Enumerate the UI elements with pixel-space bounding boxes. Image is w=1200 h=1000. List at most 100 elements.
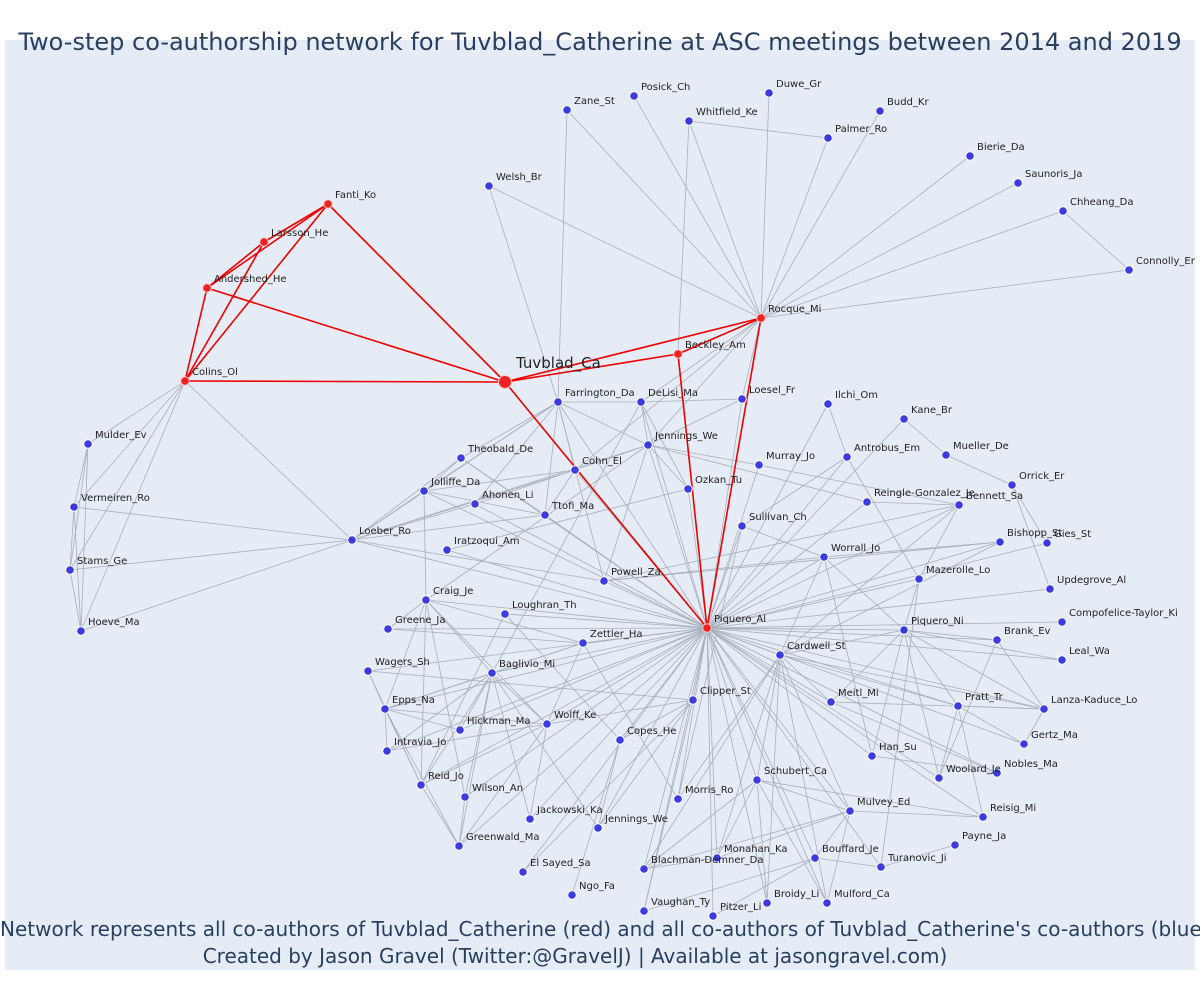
- second-step-node[interactable]: [737, 394, 747, 404]
- second-step-node[interactable]: [823, 133, 833, 143]
- second-step-node[interactable]: [454, 841, 464, 851]
- edge: [423, 490, 708, 629]
- second-step-node[interactable]: [383, 624, 393, 634]
- second-step-node[interactable]: [1057, 655, 1067, 665]
- second-step-node[interactable]: [950, 840, 960, 850]
- coauthor-node[interactable]: [702, 623, 712, 633]
- second-step-node[interactable]: [553, 397, 563, 407]
- second-step-node[interactable]: [862, 497, 872, 507]
- second-step-node[interactable]: [708, 911, 718, 921]
- second-step-node[interactable]: [540, 510, 550, 520]
- second-step-node[interactable]: [69, 502, 79, 512]
- second-step-node[interactable]: [992, 768, 1002, 778]
- second-step-node[interactable]: [83, 439, 93, 449]
- second-step-node[interactable]: [570, 465, 580, 475]
- second-step-node[interactable]: [599, 576, 609, 586]
- second-step-node[interactable]: [754, 460, 764, 470]
- second-step-node[interactable]: [995, 537, 1005, 547]
- second-step-node[interactable]: [810, 853, 820, 863]
- second-step-node[interactable]: [562, 105, 572, 115]
- second-step-node[interactable]: [76, 626, 86, 636]
- second-step-node[interactable]: [876, 862, 886, 872]
- second-step-node[interactable]: [542, 719, 552, 729]
- second-step-node[interactable]: [460, 792, 470, 802]
- second-step-node[interactable]: [1013, 178, 1023, 188]
- coauthor-node[interactable]: [756, 313, 766, 323]
- second-step-node[interactable]: [382, 746, 392, 756]
- second-step-node[interactable]: [737, 521, 747, 531]
- second-step-node[interactable]: [822, 898, 832, 908]
- second-step-node[interactable]: [823, 399, 833, 409]
- second-step-node[interactable]: [518, 867, 528, 877]
- edge: [603, 444, 649, 582]
- second-step-node[interactable]: [934, 773, 944, 783]
- second-step-node[interactable]: [639, 906, 649, 916]
- coauthor-node[interactable]: [202, 283, 212, 293]
- second-step-node[interactable]: [819, 552, 829, 562]
- second-step-node[interactable]: [421, 595, 431, 605]
- second-step-node[interactable]: [899, 414, 909, 424]
- second-step-node[interactable]: [1124, 265, 1134, 275]
- second-step-node[interactable]: [845, 806, 855, 816]
- second-step-node[interactable]: [442, 545, 452, 555]
- second-step-node[interactable]: [419, 486, 429, 496]
- second-step-node[interactable]: [347, 535, 357, 545]
- second-step-node[interactable]: [953, 701, 963, 711]
- second-step-node[interactable]: [775, 650, 785, 660]
- second-step-node[interactable]: [875, 106, 885, 116]
- edge: [688, 120, 762, 319]
- second-step-node[interactable]: [1045, 584, 1055, 594]
- second-step-node[interactable]: [615, 735, 625, 745]
- second-step-node[interactable]: [629, 91, 639, 101]
- second-step-node[interactable]: [826, 697, 836, 707]
- second-step-node[interactable]: [752, 775, 762, 785]
- second-step-node[interactable]: [593, 823, 603, 833]
- second-step-node[interactable]: [1042, 538, 1052, 548]
- coauthor-node[interactable]: [673, 349, 683, 359]
- second-step-node[interactable]: [567, 890, 577, 900]
- second-step-node[interactable]: [455, 725, 465, 735]
- second-step-node[interactable]: [578, 638, 588, 648]
- coauthor-node[interactable]: [323, 199, 333, 209]
- second-step-node[interactable]: [965, 151, 975, 161]
- second-step-node[interactable]: [65, 565, 75, 575]
- second-step-node[interactable]: [636, 397, 646, 407]
- second-step-node[interactable]: [643, 440, 653, 450]
- second-step-node[interactable]: [525, 814, 535, 824]
- second-step-node[interactable]: [684, 116, 694, 126]
- second-step-node[interactable]: [764, 88, 774, 98]
- coauthor-node[interactable]: [180, 376, 190, 386]
- second-step-node[interactable]: [899, 625, 909, 635]
- coauthor-node[interactable]: [259, 237, 269, 247]
- second-step-node[interactable]: [992, 635, 1002, 645]
- second-step-node[interactable]: [914, 574, 924, 584]
- second-step-node[interactable]: [954, 500, 964, 510]
- edge: [603, 504, 960, 582]
- second-step-node[interactable]: [500, 609, 510, 619]
- second-step-node[interactable]: [484, 181, 494, 191]
- second-step-node[interactable]: [416, 780, 426, 790]
- second-step-node[interactable]: [456, 453, 466, 463]
- center-node[interactable]: [498, 375, 512, 389]
- second-step-node[interactable]: [470, 499, 480, 509]
- second-step-node[interactable]: [1039, 704, 1049, 714]
- second-step-node[interactable]: [363, 666, 373, 676]
- second-step-node[interactable]: [842, 452, 852, 462]
- second-step-node[interactable]: [762, 898, 772, 908]
- second-step-node[interactable]: [978, 812, 988, 822]
- second-step-node[interactable]: [1007, 480, 1017, 490]
- second-step-node[interactable]: [1058, 206, 1068, 216]
- edge: [706, 627, 1025, 745]
- second-step-node[interactable]: [1057, 617, 1067, 627]
- second-step-node[interactable]: [380, 704, 390, 714]
- second-step-node[interactable]: [673, 794, 683, 804]
- second-step-node[interactable]: [487, 668, 497, 678]
- second-step-node[interactable]: [941, 450, 951, 460]
- second-step-node[interactable]: [639, 864, 649, 874]
- second-step-node[interactable]: [683, 484, 693, 494]
- second-step-node[interactable]: [712, 853, 722, 863]
- second-step-node[interactable]: [688, 695, 698, 705]
- second-step-node[interactable]: [1019, 739, 1029, 749]
- second-step-node[interactable]: [867, 751, 877, 761]
- node-label: Loesel_Fr: [749, 385, 796, 396]
